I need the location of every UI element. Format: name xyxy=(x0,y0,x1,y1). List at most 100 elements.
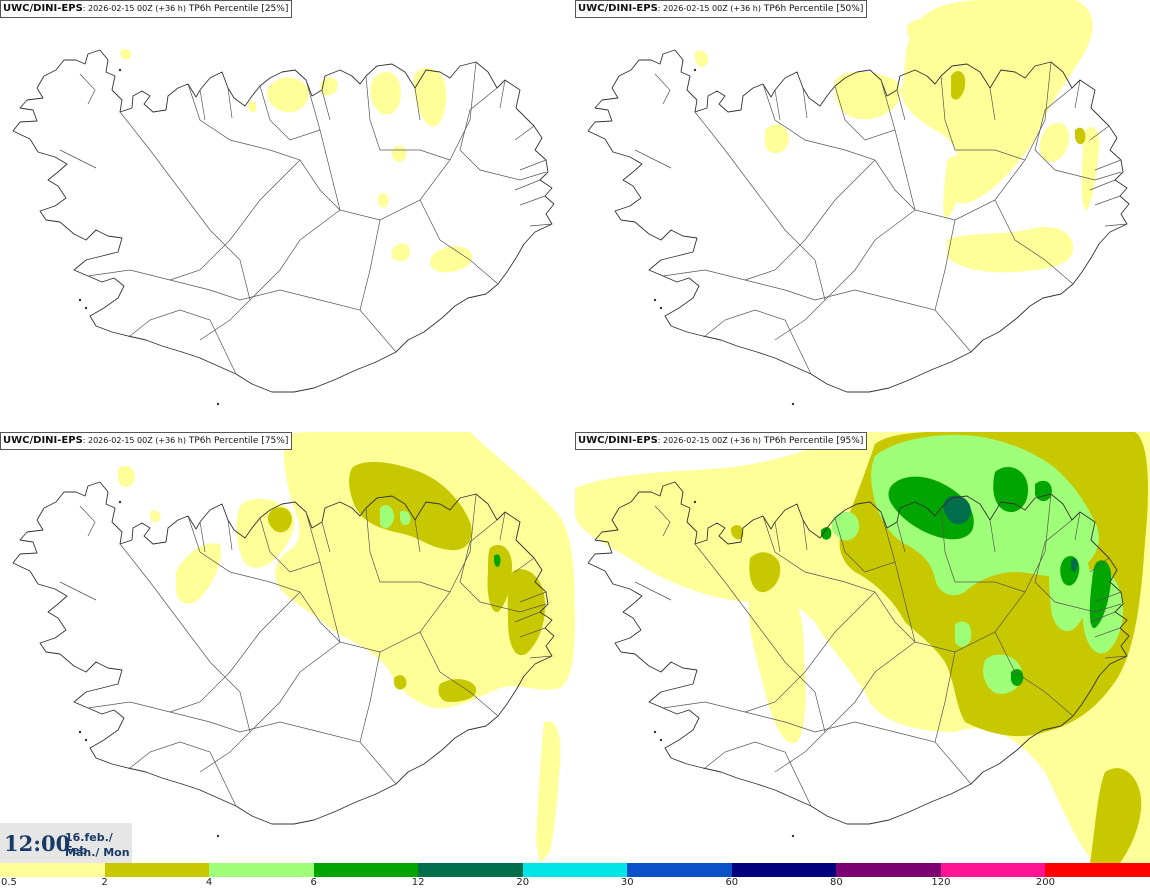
border-line xyxy=(989,87,996,121)
precip-area xyxy=(394,675,407,690)
border-line xyxy=(499,79,506,109)
border-line xyxy=(359,219,381,311)
border-line xyxy=(529,655,553,659)
precip-area xyxy=(507,569,546,656)
valid-weekday: Mán./ Mon xyxy=(65,846,130,859)
precip-area xyxy=(943,495,971,525)
legend-tick-label: 60 xyxy=(725,877,739,888)
border-line xyxy=(940,75,1026,161)
precip-area xyxy=(349,461,472,551)
model-name: UWC/DINI-EPS xyxy=(578,3,658,14)
legend-tick-label: 80 xyxy=(829,877,843,888)
border-line xyxy=(169,159,301,281)
precip-area xyxy=(176,543,221,604)
map-panel-p95: UWC/DINI-EPS: 2026-02-15 00Z (+36 h) TP6… xyxy=(575,432,1150,863)
precip-area xyxy=(695,50,709,67)
precip-area xyxy=(951,71,966,100)
border-line xyxy=(1089,179,1116,191)
border-line xyxy=(59,581,97,601)
border-line xyxy=(654,73,671,105)
border-line xyxy=(321,89,331,121)
islet xyxy=(84,738,88,742)
precip-area xyxy=(150,510,161,523)
precip-map xyxy=(575,432,1150,863)
border-line xyxy=(227,87,233,119)
border-line xyxy=(654,505,671,537)
border-line xyxy=(87,269,397,353)
border-line xyxy=(1094,159,1122,171)
islet xyxy=(216,834,220,838)
precip-area xyxy=(378,193,389,208)
border-line xyxy=(994,631,1074,717)
precip-area xyxy=(248,101,257,113)
precip-area xyxy=(320,77,338,96)
run-info: : 2026-02-15 00Z (+36 h) xyxy=(657,4,761,13)
border-line xyxy=(227,519,233,551)
color-legend: 0.5 2 4 6 12 20 30 60 80 120 200 xyxy=(0,863,1150,891)
precip-area xyxy=(834,71,902,120)
border-line xyxy=(519,591,547,603)
border-line xyxy=(774,521,781,553)
islet xyxy=(78,730,82,734)
precip-area xyxy=(430,246,473,273)
border-line xyxy=(359,651,381,743)
border-line xyxy=(694,111,826,301)
border-line xyxy=(321,521,331,553)
precip-area xyxy=(267,507,292,533)
border-line xyxy=(519,627,546,638)
border-line xyxy=(1094,195,1121,206)
border-line xyxy=(989,519,996,553)
border-line xyxy=(662,701,972,785)
border-line xyxy=(994,199,1074,285)
border-line xyxy=(634,581,672,601)
islet xyxy=(659,306,663,310)
legend-swatch xyxy=(627,863,732,877)
legend-tick-label: 0.5 xyxy=(1,877,17,888)
precip-area xyxy=(749,552,781,593)
precip-area xyxy=(821,527,832,540)
border-line xyxy=(519,159,547,171)
border-line xyxy=(79,505,96,537)
border-line xyxy=(169,591,301,713)
precip-area xyxy=(438,679,477,702)
legend-swatch xyxy=(522,863,628,877)
islet xyxy=(693,68,697,72)
precip-area xyxy=(888,476,974,540)
precip-map xyxy=(587,0,1130,406)
legend-tick-label: 6 xyxy=(310,877,317,888)
legend-swatch xyxy=(940,863,1046,877)
border-line xyxy=(199,209,341,341)
islet xyxy=(78,298,82,302)
border-line xyxy=(1074,511,1081,541)
precip-area xyxy=(120,49,132,60)
border-line xyxy=(744,159,876,281)
border-line xyxy=(704,741,812,807)
map-panel-p25: UWC/DINI-EPS: 2026-02-15 00Z (+36 h) TP6… xyxy=(0,0,575,431)
border-line xyxy=(934,219,956,311)
precip-area xyxy=(1011,669,1024,686)
border-line xyxy=(187,515,341,643)
precip-area xyxy=(1081,126,1100,211)
border-line xyxy=(365,507,451,593)
precip-area xyxy=(118,465,135,487)
precip-area xyxy=(487,544,512,613)
precip-area xyxy=(943,155,968,219)
map-panel-p50: UWC/DINI-EPS: 2026-02-15 00Z (+36 h) TP6… xyxy=(575,0,1150,431)
precip-area xyxy=(400,510,411,525)
border-line xyxy=(1089,557,1110,573)
precip-area xyxy=(955,621,972,647)
run-info: : 2026-02-15 00Z (+36 h) xyxy=(82,436,186,445)
field-name: TP6h Percentile [75%] xyxy=(185,436,289,446)
border-line xyxy=(834,517,896,573)
border-line xyxy=(934,651,956,743)
precip-area xyxy=(536,721,561,863)
border-line xyxy=(459,87,547,181)
border-line xyxy=(802,87,808,119)
legend-swatch xyxy=(209,863,314,877)
legend-swatch xyxy=(418,863,523,877)
precip-map xyxy=(12,49,555,406)
islet xyxy=(693,500,697,504)
border-line xyxy=(1034,87,1122,181)
border-line xyxy=(259,517,321,573)
legend-swatch xyxy=(836,863,941,877)
